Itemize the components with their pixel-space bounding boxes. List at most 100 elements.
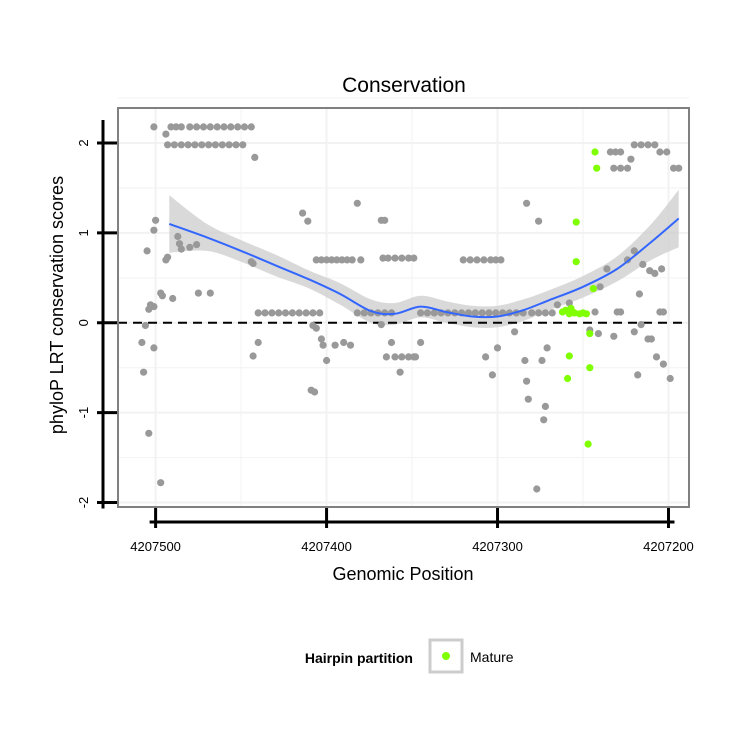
data-point-other [360,309,368,317]
data-point-other [304,217,312,225]
data-point-other [227,123,235,131]
data-point-other [150,344,158,352]
y-tick-label: -2 [76,497,91,509]
data-point-other [473,256,481,264]
data-point-other [471,309,479,317]
data-point-other [234,123,242,131]
data-point-other [317,335,325,343]
data-point-other [623,164,632,172]
data-point-other [288,309,296,317]
x-axis-label: Genomic Position [332,564,473,584]
y-tick-label: -1 [76,407,91,419]
data-point-other [140,368,148,376]
data-point-other [302,309,310,317]
data-point-other [492,309,500,317]
data-point-mature [572,218,580,226]
smooth-fit-line [168,217,680,319]
data-point-other [423,309,431,317]
data-point-other [497,256,505,264]
data-point-other [323,356,331,365]
data-point-other [637,141,645,149]
data-point-other [249,352,257,360]
data-point-other [152,216,160,224]
data-point-other [281,309,290,317]
y-axis-label: phyloP LRT conservation scores [47,176,67,434]
data-point-other [535,217,543,225]
data-point-other [138,338,146,347]
data-point-other [213,123,221,131]
data-point-other [145,429,153,437]
data-point-other [658,265,666,273]
data-point-other [141,321,149,330]
mature-points-layer [558,148,601,448]
data-point-other [186,123,194,131]
x-tick-label: 4207500 [130,539,181,554]
data-point-other [523,199,531,207]
data-point-other [391,353,399,361]
data-point-other [464,309,473,317]
data-point-other [630,141,638,149]
data-point-other [635,290,644,298]
data-point-other [172,123,180,131]
confidence-band [169,189,679,328]
data-point-other [540,416,548,424]
data-point-other [396,368,404,376]
data-point-other [610,332,618,340]
data-point-other [379,254,387,262]
data-point-other [239,141,247,149]
data-point-other [312,324,320,332]
data-point-other [548,309,556,317]
data-point-other [377,321,385,329]
data-point-other [225,141,233,149]
data-point-other [193,241,201,249]
legend-key-mature-point [442,652,450,660]
data-point-other [533,485,541,493]
data-point-other [381,216,389,224]
data-point-mature [586,330,594,338]
data-point-other [157,479,165,487]
data-point-other [249,259,257,268]
data-point-mature [582,310,591,318]
data-point-other [617,148,625,156]
data-point-other [417,338,425,347]
data-point-other [177,123,185,131]
data-point-other [175,240,184,248]
data-point-other [194,289,202,297]
data-point-other [617,164,625,172]
data-point-other [211,141,219,149]
data-point-other [523,377,531,385]
data-point-other [656,148,664,156]
data-point-other [232,141,240,149]
data-point-other [357,256,365,264]
data-point-other [198,141,206,149]
data-point-other [510,328,519,336]
data-point-other [199,123,208,131]
data-point-other [309,309,317,317]
data-point-mature [584,440,592,448]
data-point-other [603,265,611,273]
y-axis: -2 -1 0 1 2 [76,120,117,509]
data-point-other [488,371,496,379]
y-tick-label: 2 [76,139,91,146]
data-point-other [398,254,406,262]
data-point-other [170,141,178,149]
data-point-other [493,344,502,352]
data-point-other [611,148,620,156]
data-point-other [391,254,399,262]
data-point-other [328,256,336,264]
data-point-other [485,309,493,317]
data-point-other [639,260,647,268]
data-point-other [670,164,678,172]
data-point-other [524,395,532,403]
data-point-other [340,338,348,347]
data-point-other [535,309,543,317]
data-point-other [348,256,356,264]
plot-panel-border [117,107,690,508]
data-point-other [193,123,201,131]
data-point-other [405,254,413,262]
x-tick-label: 4207200 [643,539,694,554]
data-point-other [387,338,396,347]
data-point-other [591,308,599,316]
data-point-other [317,256,325,264]
